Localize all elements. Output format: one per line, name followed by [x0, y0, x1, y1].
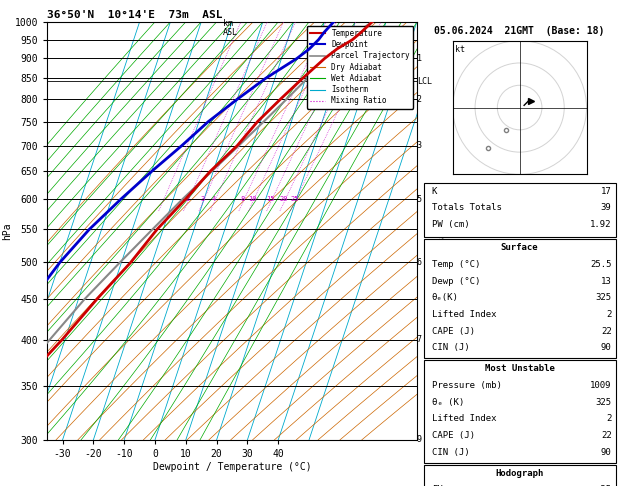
- Text: 4: 4: [212, 196, 216, 202]
- Text: 90: 90: [601, 448, 611, 457]
- Bar: [424, 183, 616, 237]
- Text: Most Unstable: Most Unstable: [485, 364, 555, 373]
- Text: 10: 10: [248, 196, 257, 202]
- Text: 20: 20: [280, 196, 288, 202]
- Text: Hodograph: Hodograph: [496, 469, 544, 478]
- Text: CAPE (J): CAPE (J): [431, 327, 475, 336]
- Text: 6: 6: [417, 258, 422, 267]
- Text: 8: 8: [241, 196, 245, 202]
- Text: km
ASL: km ASL: [223, 19, 238, 37]
- Text: Temp (°C): Temp (°C): [431, 260, 480, 269]
- Bar: [424, 465, 616, 486]
- Text: LCL: LCL: [417, 77, 432, 86]
- Text: Pressure (mb): Pressure (mb): [431, 381, 501, 390]
- Text: 325: 325: [596, 293, 611, 302]
- Text: Lifted Index: Lifted Index: [431, 310, 496, 319]
- Text: Totals Totals: Totals Totals: [431, 203, 501, 212]
- Text: 325: 325: [596, 398, 611, 407]
- Text: 2: 2: [606, 415, 611, 423]
- Text: 25: 25: [291, 196, 299, 202]
- Bar: [424, 239, 616, 358]
- Text: Lifted Index: Lifted Index: [431, 415, 496, 423]
- Text: K: K: [431, 187, 437, 196]
- Text: 7: 7: [417, 335, 422, 345]
- Text: 2: 2: [186, 196, 189, 202]
- Text: Mixing Ratio (g/kg): Mixing Ratio (g/kg): [438, 183, 447, 278]
- Text: 2: 2: [417, 95, 422, 104]
- Legend: Temperature, Dewpoint, Parcel Trajectory, Dry Adiabat, Wet Adiabat, Isotherm, Mi: Temperature, Dewpoint, Parcel Trajectory…: [307, 26, 413, 108]
- Y-axis label: hPa: hPa: [2, 222, 12, 240]
- Text: 36°50'N  10°14'E  73m  ASL: 36°50'N 10°14'E 73m ASL: [47, 10, 223, 20]
- Text: θₑ (K): θₑ (K): [431, 398, 464, 407]
- Text: PW (cm): PW (cm): [431, 220, 469, 229]
- Text: 3: 3: [201, 196, 205, 202]
- Text: 5: 5: [417, 195, 422, 204]
- Text: 1: 1: [417, 54, 422, 63]
- Text: 90: 90: [601, 344, 611, 352]
- Text: Dewp (°C): Dewp (°C): [431, 277, 480, 285]
- Text: 3: 3: [417, 141, 422, 150]
- Text: CIN (J): CIN (J): [431, 344, 469, 352]
- Text: CAPE (J): CAPE (J): [431, 431, 475, 440]
- Text: 39: 39: [601, 203, 611, 212]
- Text: 1009: 1009: [590, 381, 611, 390]
- Text: 17: 17: [601, 187, 611, 196]
- Text: 25.5: 25.5: [590, 260, 611, 269]
- Text: 22: 22: [601, 327, 611, 336]
- Text: 9: 9: [417, 435, 422, 444]
- Text: 05.06.2024  21GMT  (Base: 18): 05.06.2024 21GMT (Base: 18): [435, 26, 605, 36]
- Bar: [424, 361, 616, 463]
- Text: θₑ(K): θₑ(K): [431, 293, 459, 302]
- Text: 22: 22: [601, 431, 611, 440]
- Text: 15: 15: [267, 196, 275, 202]
- Text: Surface: Surface: [501, 243, 538, 252]
- Text: 2: 2: [606, 310, 611, 319]
- Text: 1.92: 1.92: [590, 220, 611, 229]
- X-axis label: Dewpoint / Temperature (°C): Dewpoint / Temperature (°C): [153, 462, 311, 471]
- Text: CIN (J): CIN (J): [431, 448, 469, 457]
- Text: 13: 13: [601, 277, 611, 285]
